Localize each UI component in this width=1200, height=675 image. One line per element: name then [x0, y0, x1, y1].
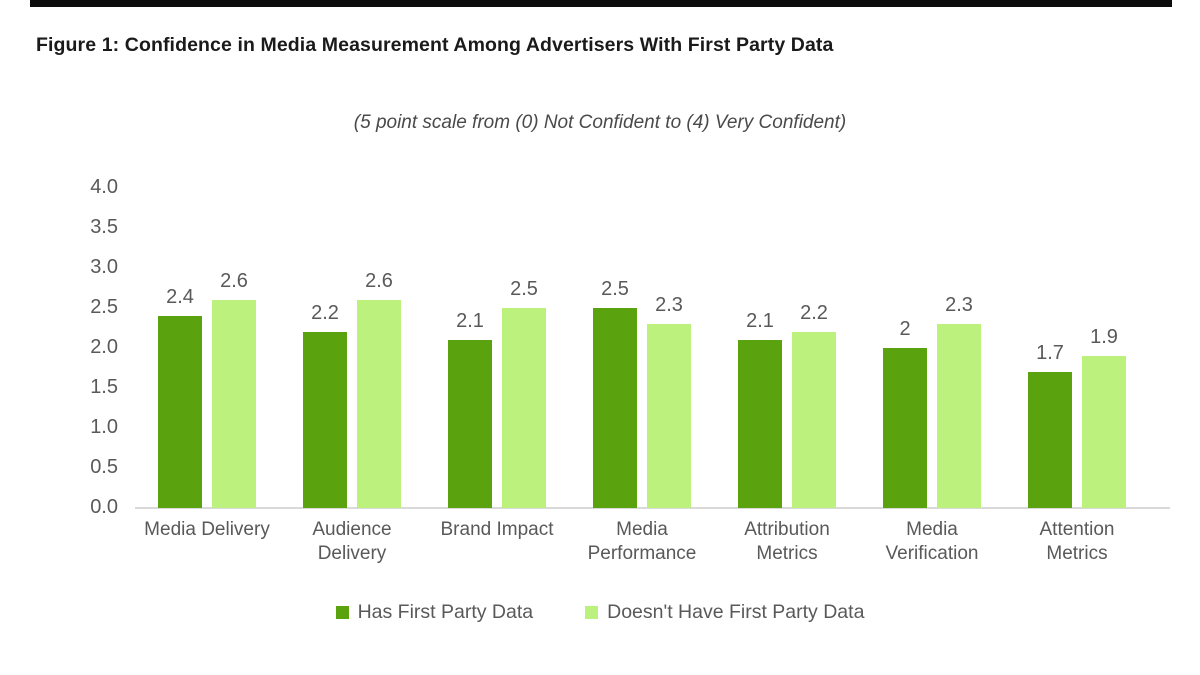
- bar-value-label: 2.6: [365, 270, 393, 292]
- bar-has-first-party-data: [593, 308, 637, 508]
- bar-doesnt-have-first-party-data: [937, 324, 981, 508]
- legend-label: Doesn't Have First Party Data: [607, 601, 865, 623]
- bar-value-label: 2.3: [945, 294, 973, 316]
- bar-value-label: 2: [899, 318, 911, 340]
- y-tick-label: 2.0: [90, 336, 118, 358]
- bar-has-first-party-data: [1028, 372, 1072, 508]
- bar-has-first-party-data: [883, 348, 927, 508]
- bar-doesnt-have-first-party-data: [647, 324, 691, 508]
- y-tick-label: 3.0: [90, 256, 118, 278]
- bar-value-label: 2.5: [510, 278, 538, 300]
- bar-doesnt-have-first-party-data: [357, 300, 401, 508]
- bar-value-label: 2.1: [456, 310, 484, 332]
- figure-title: Figure 1: Confidence in Media Measuremen…: [36, 34, 834, 56]
- category-label: Brand Impact: [440, 519, 554, 540]
- legend: Has First Party Data Doesn't Have First …: [0, 601, 1200, 624]
- bar-value-label: 2.2: [800, 302, 828, 324]
- legend-label: Has First Party Data: [357, 601, 534, 623]
- category-label: Attribution Metrics: [744, 519, 830, 564]
- bar-has-first-party-data: [448, 340, 492, 508]
- plot-area: 2.4 2.6 2.2 2.6 2.1 2.5 2.5 2.3 2.1 2.2 2 2.3 1.7 1.9: [135, 188, 1170, 509]
- bar-doesnt-have-first-party-data: [502, 308, 546, 508]
- bar-doesnt-have-first-party-data: [212, 300, 256, 508]
- legend-swatch-light-green-icon: [585, 606, 599, 619]
- category-label: Media Performance: [587, 519, 697, 564]
- y-tick-label: 0.0: [90, 496, 118, 518]
- bar-value-label: 1.9: [1090, 326, 1118, 348]
- bar-has-first-party-data: [303, 332, 347, 508]
- category-label: Audience Delivery: [312, 519, 392, 564]
- bar-doesnt-have-first-party-data: [1082, 356, 1126, 508]
- y-tick-label: 4.0: [90, 176, 118, 198]
- top-border-rule: [30, 0, 1172, 7]
- bar-has-first-party-data: [158, 316, 202, 508]
- legend-item-has-first-party-data: Has First Party Data: [335, 601, 534, 624]
- x-axis-line: [135, 507, 1170, 509]
- category-label: Media Delivery: [144, 519, 270, 540]
- legend-swatch-dark-green-icon: [335, 606, 349, 619]
- bar-value-label: 2.3: [655, 294, 683, 316]
- legend-item-doesnt-have-first-party-data: Doesn't Have First Party Data: [585, 601, 864, 624]
- bar-value-label: 2.6: [220, 270, 248, 292]
- y-tick-label: 0.5: [90, 456, 118, 478]
- bar-value-label: 1.7: [1036, 342, 1064, 364]
- y-tick-label: 2.5: [90, 296, 118, 318]
- bar-doesnt-have-first-party-data: [792, 332, 836, 508]
- bar-value-label: 2.4: [166, 286, 194, 308]
- bar-value-label: 2.2: [311, 302, 339, 324]
- y-tick-label: 1.0: [90, 416, 118, 438]
- category-label: Attention Metrics: [1039, 519, 1115, 564]
- y-tick-label: 1.5: [90, 376, 118, 398]
- figure-subtitle: (5 point scale from (0) Not Confident to…: [353, 112, 847, 133]
- category-label: Media Verification: [885, 519, 979, 564]
- bar-has-first-party-data: [738, 340, 782, 508]
- bar-value-label: 2.5: [601, 278, 629, 300]
- y-tick-label: 3.5: [90, 216, 118, 238]
- bar-value-label: 2.1: [746, 310, 774, 332]
